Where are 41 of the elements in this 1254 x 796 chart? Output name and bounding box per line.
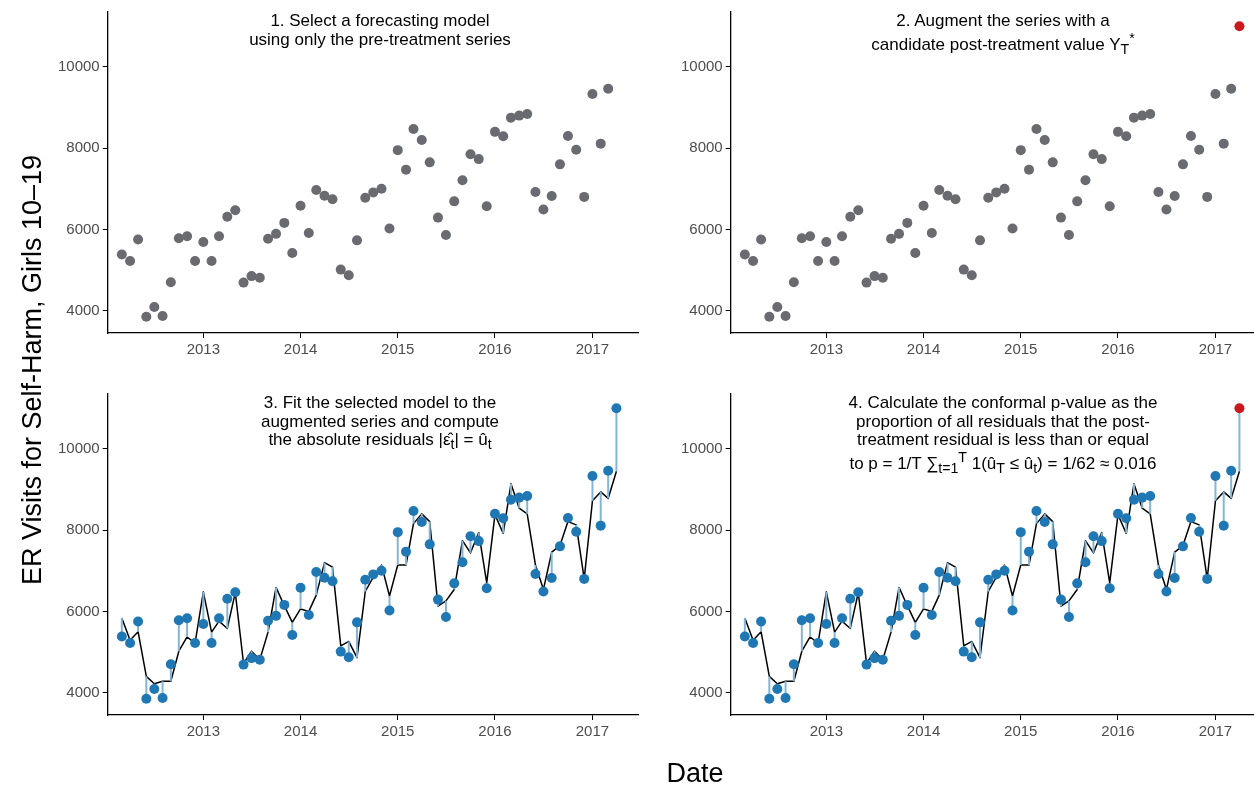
y-tick-label: 6000 bbox=[66, 601, 100, 619]
y-tick-label: 8000 bbox=[689, 520, 723, 538]
x-tick-label: 2017 bbox=[575, 722, 610, 740]
x-tick-label: 2014 bbox=[906, 722, 941, 740]
y-tick-label: 4000 bbox=[689, 300, 723, 318]
x-tick-label: 2017 bbox=[1198, 722, 1233, 740]
y-tick-label: 6000 bbox=[689, 601, 723, 619]
x-tick-label: 2013 bbox=[809, 722, 844, 740]
x-tick-label: 2013 bbox=[186, 722, 221, 740]
x-tick-label: 2015 bbox=[381, 722, 415, 740]
y-tick-label: 4000 bbox=[66, 300, 100, 318]
text: 1. Select a forecasting model using only the pre-treatment series bbox=[248, 11, 512, 50]
x-tick-label: 2016 bbox=[1101, 722, 1135, 740]
x-tick-label: 2014 bbox=[283, 722, 318, 740]
x-tick-label: 2013 bbox=[809, 340, 844, 358]
x-tick-label: 2015 bbox=[381, 340, 415, 358]
y-axis-title: ER Visits for Self-Harm, Girls 10–19 bbox=[16, 154, 48, 586]
x-tick-label: 2015 bbox=[1004, 340, 1038, 358]
text: 3. Fit the selected model to the augmented series and compute the absolute residuals |ε̂$_{t}$| = û$_{t}$ bbox=[259, 393, 501, 454]
x-axis-title: Date bbox=[666, 758, 724, 789]
y-tick-label: 8000 bbox=[66, 520, 100, 538]
y-tick-label: 10000 bbox=[680, 439, 723, 456]
y-tick-label: 6000 bbox=[689, 219, 723, 237]
chart-title: 4. Calculate the conformal p-value as the proportion of all residuals that the post-treatment residual is less than or equal to p = 1/T ∑$_{t=1}$$^{T}$ 1(û$_{T}$ ≤ û$_{t}$) = 1/62 ≈ 0.016 bbox=[848, 393, 1158, 477]
x-tick-label: 2017 bbox=[1198, 340, 1233, 358]
x-tick-label: 2016 bbox=[478, 340, 512, 358]
y-tick-label: 4000 bbox=[66, 682, 100, 700]
x-tick-label: 2013 bbox=[186, 340, 221, 358]
x-tick-label: 2014 bbox=[283, 340, 318, 358]
x-tick-label: 2015 bbox=[1004, 722, 1038, 740]
y-tick-label: 10000 bbox=[680, 57, 723, 74]
x-tick-label: 2016 bbox=[1101, 340, 1135, 358]
y-tick-label: 10000 bbox=[57, 439, 100, 456]
x-tick-label: 2014 bbox=[906, 340, 941, 358]
x-tick-label: 2017 bbox=[575, 340, 610, 358]
x-tick-label: 2016 bbox=[478, 722, 512, 740]
y-tick-label: 10000 bbox=[57, 57, 100, 74]
y-tick-label: 8000 bbox=[66, 138, 100, 156]
y-tick-label: 8000 bbox=[689, 138, 723, 156]
y-tick-label: 6000 bbox=[66, 219, 100, 237]
y-tick-label: 4000 bbox=[689, 682, 723, 700]
